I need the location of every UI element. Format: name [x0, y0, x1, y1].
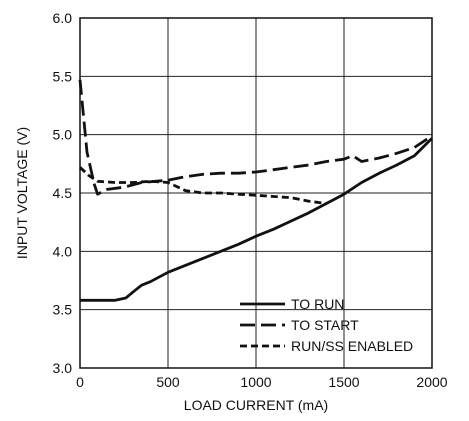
series-layer [78, 79, 433, 302]
x-tick-label: 1500 [328, 374, 359, 390]
x-tick-label: 2000 [416, 374, 447, 390]
x-tick-label: 0 [76, 374, 84, 390]
x-axis-ticks: 0 500 1000 1500 2000 [76, 374, 448, 390]
series-line-1 [80, 137, 433, 302]
y-axis-title: INPUT VOLTAGE (V) [14, 127, 30, 259]
y-tick-label: 6.0 [53, 10, 73, 26]
x-tick-label: 1000 [240, 374, 271, 390]
x-tick-label: 500 [156, 374, 180, 390]
y-axis-ticks: 3.0 3.5 4.0 4.5 5.0 5.5 6.0 [53, 10, 73, 376]
y-tick-label: 3.0 [53, 360, 73, 376]
y-tick-label: 4.0 [53, 243, 73, 259]
series-line-3 [79, 166, 327, 205]
legend: TO RUN TO START RUN/SS ENABLED [240, 296, 413, 354]
y-tick-label: 4.5 [53, 185, 73, 201]
x-axis-title: LOAD CURRENT (mA) [184, 397, 328, 413]
legend-label: RUN/SS ENABLED [291, 338, 413, 354]
y-tick-label: 3.5 [53, 302, 73, 318]
legend-label: TO START [291, 317, 359, 333]
legend-label: TO RUN [291, 296, 344, 312]
grid-lines [79, 17, 433, 369]
series-line-2 [78, 79, 433, 196]
y-tick-label: 5.0 [53, 127, 73, 143]
y-tick-label: 5.5 [53, 68, 73, 84]
plot-area-frame [79, 17, 433, 369]
